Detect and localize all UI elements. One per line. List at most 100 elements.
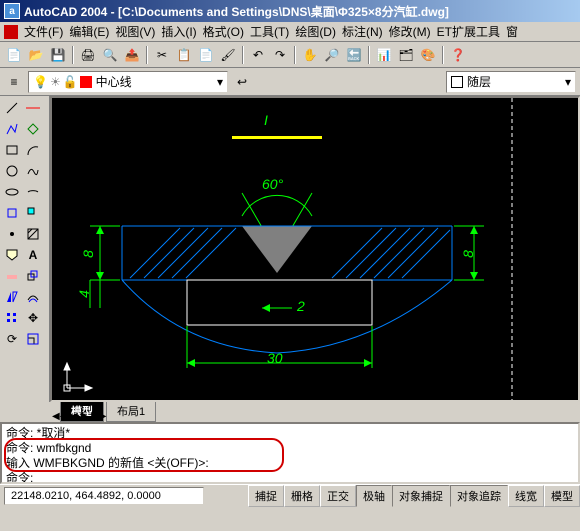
redo-btn[interactable]: ↷ — [270, 45, 290, 65]
command-window[interactable]: 命令: *取消* 命令: wmfbkgnd 输入 WMFBKGND 的新值 <关… — [0, 422, 580, 484]
tab-nav[interactable]: ◀◀ ◀ ▶ ▶▶ — [52, 411, 106, 422]
preview-btn[interactable]: 🔍 — [100, 45, 120, 65]
print-btn[interactable]: 🖨 — [78, 45, 98, 65]
linetype-dropdown[interactable]: 随层 ▾ — [446, 71, 576, 93]
offset-tool[interactable] — [23, 287, 43, 307]
app-icon: a — [4, 3, 20, 19]
linetype-name: 随层 — [467, 73, 491, 90]
props-btn[interactable]: 📊 — [374, 45, 394, 65]
dim-angle: 60° — [262, 176, 283, 192]
mirror-tool[interactable] — [2, 287, 22, 307]
open-btn[interactable]: 📂 — [26, 45, 46, 65]
cursor-marker: I — [264, 112, 268, 128]
hatch-tool[interactable] — [23, 224, 43, 244]
ortho-toggle[interactable]: 正交 — [320, 485, 356, 507]
tp-btn[interactable]: 🎨 — [418, 45, 438, 65]
pline-tool[interactable] — [2, 119, 22, 139]
titlebar: a AutoCAD 2004 - [C:\Documents and Setti… — [0, 0, 580, 22]
undo-btn[interactable]: ↶ — [248, 45, 268, 65]
region-tool[interactable] — [2, 245, 22, 265]
layer-name: 中心线 — [96, 73, 132, 90]
model-toggle[interactable]: 模型 — [544, 485, 580, 507]
cut-btn[interactable]: ✂ — [152, 45, 172, 65]
cmd-line1: 命令: *取消* — [6, 426, 574, 441]
copy-btn[interactable]: 📋 — [174, 45, 194, 65]
save-btn[interactable]: 💾 — [48, 45, 68, 65]
line-tool[interactable] — [2, 98, 22, 118]
pan-btn[interactable]: ✋ — [300, 45, 320, 65]
lock-icon: 🔓 — [63, 75, 78, 89]
dim-4: 4 — [76, 290, 92, 298]
bulb-icon: 💡 — [33, 75, 48, 89]
insert-tool[interactable] — [2, 203, 22, 223]
main-area: A ✥ ⟳ I 60° — [0, 96, 580, 402]
new-btn[interactable]: 📄 — [4, 45, 24, 65]
erase-tool[interactable] — [2, 266, 22, 286]
tab-layout1[interactable]: 布局1 — [106, 400, 156, 422]
rotate-tool[interactable]: ⟳ — [2, 329, 22, 349]
zoom-btn[interactable]: 🔎 — [322, 45, 342, 65]
doc-icon — [4, 25, 18, 39]
help-btn[interactable]: ❓ — [448, 45, 468, 65]
layout-tabs: ◀◀ ◀ ▶ ▶▶ 模型 布局1 — [0, 402, 580, 422]
circle-tool[interactable] — [2, 161, 22, 181]
layermgr-btn[interactable]: ≡ — [4, 72, 24, 92]
cmd-line4: 命令: — [6, 471, 574, 484]
cmd-line2: 命令: wmfbkgnd — [6, 441, 574, 456]
grid-toggle[interactable]: 栅格 — [284, 485, 320, 507]
otrack-toggle[interactable]: 对象追踪 — [450, 485, 508, 507]
toolbar-standard: 📄 📂 💾 🖨 🔍 📤 ✂ 📋 📄 🖌 ↶ ↷ ✋ 🔎 🔙 📊 🗂 🎨 ❓ — [0, 42, 580, 68]
scale-tool[interactable] — [23, 329, 43, 349]
menubar: 文件(F) 编辑(E) 视图(V) 插入(I) 格式(O) 工具(T) 绘图(D… — [0, 22, 580, 42]
arc-tool[interactable] — [23, 140, 43, 160]
polar-toggle[interactable]: 极轴 — [356, 485, 392, 507]
copy-tool[interactable] — [23, 266, 43, 286]
dc-btn[interactable]: 🗂 — [396, 45, 416, 65]
zoomprev-btn[interactable]: 🔙 — [344, 45, 364, 65]
cmd-line3: 输入 WMFBKGND 的新值 <关(OFF)>: — [6, 456, 574, 471]
menu-file[interactable]: 文件(F) — [24, 23, 63, 40]
array-tool[interactable] — [2, 308, 22, 328]
dropdown-arrow-icon: ▾ — [565, 75, 571, 89]
spline-tool[interactable] — [23, 161, 43, 181]
polygon-tool[interactable] — [23, 119, 43, 139]
dropdown-arrow-icon: ▾ — [217, 75, 223, 89]
title-text: AutoCAD 2004 - [C:\Documents and Setting… — [24, 3, 449, 20]
layerprev-btn[interactable]: ↩ — [232, 72, 252, 92]
menu-draw[interactable]: 绘图(D) — [295, 23, 336, 40]
yellow-underline — [232, 136, 322, 139]
menu-view[interactable]: 视图(V) — [115, 23, 155, 40]
ellarc-tool[interactable] — [23, 182, 43, 202]
menu-window[interactable]: 窗 — [506, 23, 518, 40]
menu-dimension[interactable]: 标注(N) — [342, 23, 383, 40]
ellipse-tool[interactable] — [2, 182, 22, 202]
snap-toggle[interactable]: 捕捉 — [248, 485, 284, 507]
move-tool[interactable]: ✥ — [23, 308, 43, 328]
dim-8-right: 8 — [460, 250, 476, 258]
layer-color-swatch — [80, 76, 92, 88]
text-tool[interactable]: A — [23, 245, 43, 265]
lwt-toggle[interactable]: 线宽 — [508, 485, 544, 507]
publish-btn[interactable]: 📤 — [122, 45, 142, 65]
coords-display: 22148.0210, 464.4892, 0.0000 — [4, 487, 204, 505]
menu-insert[interactable]: 插入(I) — [161, 23, 196, 40]
osnap-toggle[interactable]: 对象捕捉 — [392, 485, 450, 507]
point-tool[interactable] — [2, 224, 22, 244]
freeze-icon: ☀ — [50, 75, 61, 89]
menu-modify[interactable]: 修改(M) — [389, 23, 431, 40]
rect-tool[interactable] — [2, 140, 22, 160]
drawing-svg — [52, 98, 578, 400]
layer-dropdown[interactable]: 💡 ☀ 🔓 中心线 ▾ — [28, 71, 228, 93]
lt-swatch — [451, 76, 463, 88]
match-btn[interactable]: 🖌 — [218, 45, 238, 65]
menu-et[interactable]: ET扩展工具 — [437, 23, 500, 40]
xline-tool[interactable] — [23, 98, 43, 118]
dim-30: 30 — [267, 350, 283, 366]
menu-edit[interactable]: 编辑(E) — [69, 23, 109, 40]
dim-8-left: 8 — [80, 250, 96, 258]
drawing-canvas[interactable]: I 60° — [50, 96, 580, 402]
menu-tools[interactable]: 工具(T) — [250, 23, 289, 40]
paste-btn[interactable]: 📄 — [196, 45, 216, 65]
menu-format[interactable]: 格式(O) — [203, 23, 244, 40]
block-tool[interactable] — [23, 203, 43, 223]
